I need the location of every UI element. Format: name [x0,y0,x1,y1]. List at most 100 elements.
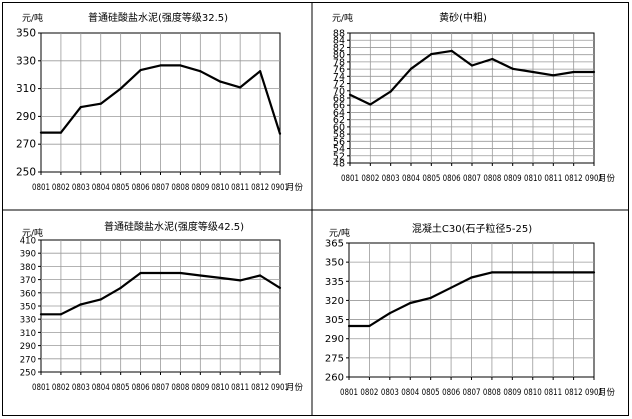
x-tick-label: 0801 [32,383,50,393]
data-point [572,271,574,273]
data-point [259,274,261,276]
x-tick-label: 0805 [112,183,130,193]
data-point [80,106,82,108]
y-tick-label: 370 [20,276,36,286]
x-tick-label: 0804 [92,383,110,393]
x-tick-label: 0812 [251,383,269,393]
data-point [368,325,370,327]
chart-title: 黄砂(中粗) [439,11,487,24]
data-point [279,287,281,289]
x-tick-label: 0805 [422,388,440,398]
chart-panel-1: 3503303102902702500801 0802 0803 0804 0805 08… [16,11,304,193]
data-point [512,68,514,70]
data-point [389,312,391,314]
x-tick-label: 0810 [524,388,542,398]
y-tick-label: 320 [325,296,344,307]
y-tick-label: 350 [325,258,344,269]
data-point [219,81,221,83]
data-point [139,272,141,274]
x-tick-label: 0805 [112,383,130,393]
x-tick-label: 0812 [565,388,583,398]
x-tick-label: 0810 [524,174,542,184]
y-tick-label: 305 [325,315,344,326]
y-tick-label: 275 [325,353,344,364]
y-tick-label: 290 [20,342,36,352]
x-tick-label: 0804 [92,183,110,193]
y-tick-label: 330 [16,55,36,67]
data-point [450,287,452,289]
data-point [552,74,554,76]
data-point [491,58,493,60]
x-tick-label: 0807 [463,388,481,398]
data-point [199,274,201,276]
data-point [179,272,181,274]
data-point [573,71,575,73]
chart-title: 普通硅酸盐水泥(强度等级42.5) [104,220,244,233]
data-point [40,313,42,315]
chart-title: 普通硅酸盐水泥(强度等级32.5) [88,11,228,24]
y-tick-label: 330 [20,316,36,326]
data-point [348,325,350,327]
x-axis-label: 月份 [286,182,304,193]
y-tick-label: 290 [325,334,344,345]
data-point [410,68,412,70]
data-point [100,103,102,105]
x-tick-label: 0802 [361,174,379,184]
y-axis-unit: 元/吨 [332,12,353,24]
data-point [179,64,181,66]
y-tick-label: 260 [325,373,344,384]
y-tick-label: 290 [16,111,36,123]
x-tick-label: 0812 [251,183,269,193]
data-point [199,70,201,72]
x-tick-label: 0806 [132,183,150,193]
y-tick-label: 250 [16,167,36,179]
y-tick-label: 310 [20,329,36,339]
y-tick-label: 390 [20,250,36,260]
data-point [120,88,122,90]
chart-panel-2: 8884828078767472706866646260585654524808… [332,11,616,184]
x-axis-label: 月份 [286,382,304,393]
x-tick-label: 0801 [32,183,50,193]
data-point [159,64,161,66]
x-tick-label: 0801 [340,388,358,398]
data-point [239,86,241,88]
y-axis-unit: 元/吨 [22,12,43,24]
data-point [511,271,513,273]
x-tick-label: 0803 [381,388,399,398]
y-tick-label: 360 [20,289,36,299]
x-tick-label: 0807 [152,183,170,193]
x-tick-label: 0809 [191,383,209,393]
x-tick-label: 0809 [191,183,209,193]
data-point [470,276,472,278]
x-tick-label: 0811 [231,383,249,393]
data-point [349,94,351,96]
data-point [80,303,82,305]
x-tick-label: 0810 [211,383,229,393]
data-point [259,70,261,72]
x-tick-label: 0805 [422,174,440,184]
data-point [239,279,241,281]
y-tick-label: 310 [16,83,36,95]
y-tick-label: 270 [16,139,36,151]
y-tick-label: 250 [20,369,36,379]
data-point [40,132,42,134]
data-point [532,71,534,73]
chart-panel-4: 365 350 335 320 305 290 275 260 0801 0802 0803 0804… [325,222,616,398]
figure-frame [3,3,629,416]
x-tick-label: 0802 [360,388,378,398]
y-tick-label: 335 [325,277,344,288]
x-tick-label: 0809 [503,388,521,398]
data-point [279,133,281,135]
x-tick-label: 0811 [544,174,562,184]
data-point [430,297,432,299]
x-tick-label: 0808 [171,383,189,393]
x-tick-label: 0808 [483,388,501,398]
x-tick-label: 0804 [402,174,420,184]
data-point [60,313,62,315]
x-tick-label: 0811 [544,388,562,398]
y-tick-label: 365 [325,239,344,250]
data-point [139,69,141,71]
data-point [120,287,122,289]
